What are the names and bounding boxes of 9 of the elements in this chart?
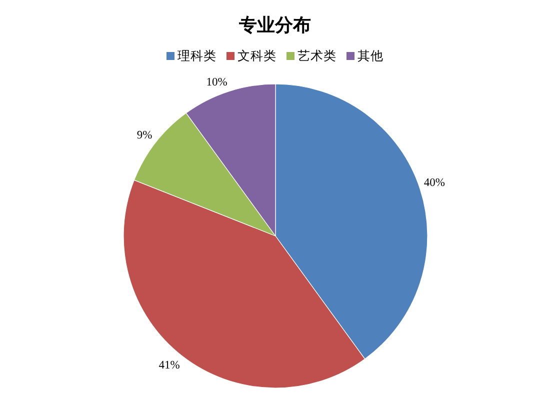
data-label: 41% <box>158 359 180 372</box>
legend-label: 理科类 <box>178 48 216 63</box>
data-label: 9% <box>136 129 152 142</box>
data-label: 40% <box>424 176 445 189</box>
legend-label: 艺术类 <box>298 48 336 63</box>
legend-label: 其他 <box>358 48 384 63</box>
legend-label: 文科类 <box>238 48 276 63</box>
data-label: 10% <box>206 76 228 89</box>
title: 专业分布 <box>239 15 311 36</box>
